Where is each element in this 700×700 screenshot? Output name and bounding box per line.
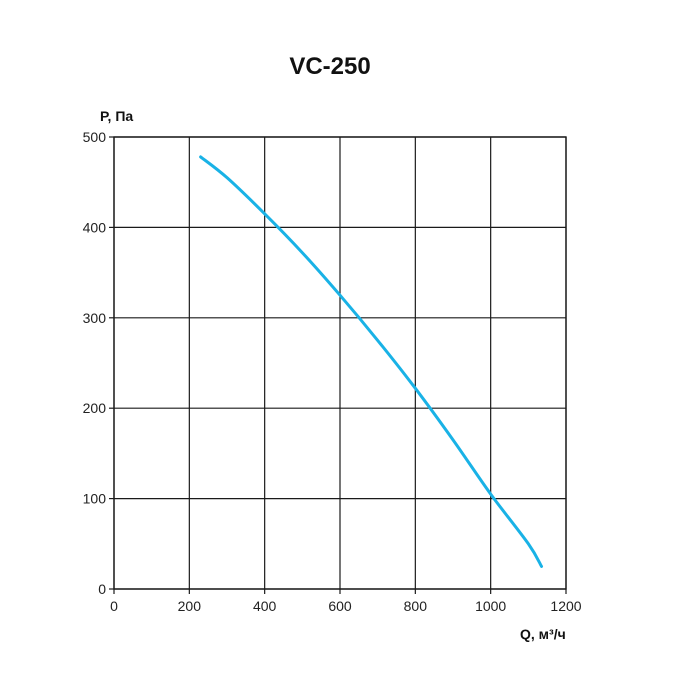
chart-title: VC-250 bbox=[289, 53, 370, 80]
x-tick-label: 1000 bbox=[475, 598, 506, 614]
x-tick-label: 800 bbox=[404, 598, 428, 614]
y-tick-label: 100 bbox=[83, 491, 107, 507]
plot-frame bbox=[113, 136, 567, 590]
x-tick-label: 600 bbox=[328, 598, 352, 614]
x-tick-label: 200 bbox=[178, 598, 202, 614]
performance-curve bbox=[199, 155, 544, 568]
series-layer bbox=[199, 155, 544, 568]
y-tick-label: 200 bbox=[83, 400, 107, 416]
x-tick-label: 400 bbox=[253, 598, 277, 614]
y-tick-label: 400 bbox=[83, 219, 107, 235]
y-tick-label: 0 bbox=[98, 581, 106, 597]
y-tick-label: 300 bbox=[83, 310, 107, 326]
x-tick-label: 0 bbox=[110, 598, 118, 614]
x-axis-label: Q, м³/ч bbox=[520, 626, 566, 642]
y-axis-label: P, Па bbox=[100, 108, 133, 124]
grid-layer bbox=[109, 136, 567, 594]
x-tick-label: 1200 bbox=[550, 598, 581, 614]
y-tick-label: 500 bbox=[83, 129, 107, 145]
tick-layer: 0 200 400 600 800 1000 1200 0 100 200 300 400 500 bbox=[83, 129, 582, 614]
